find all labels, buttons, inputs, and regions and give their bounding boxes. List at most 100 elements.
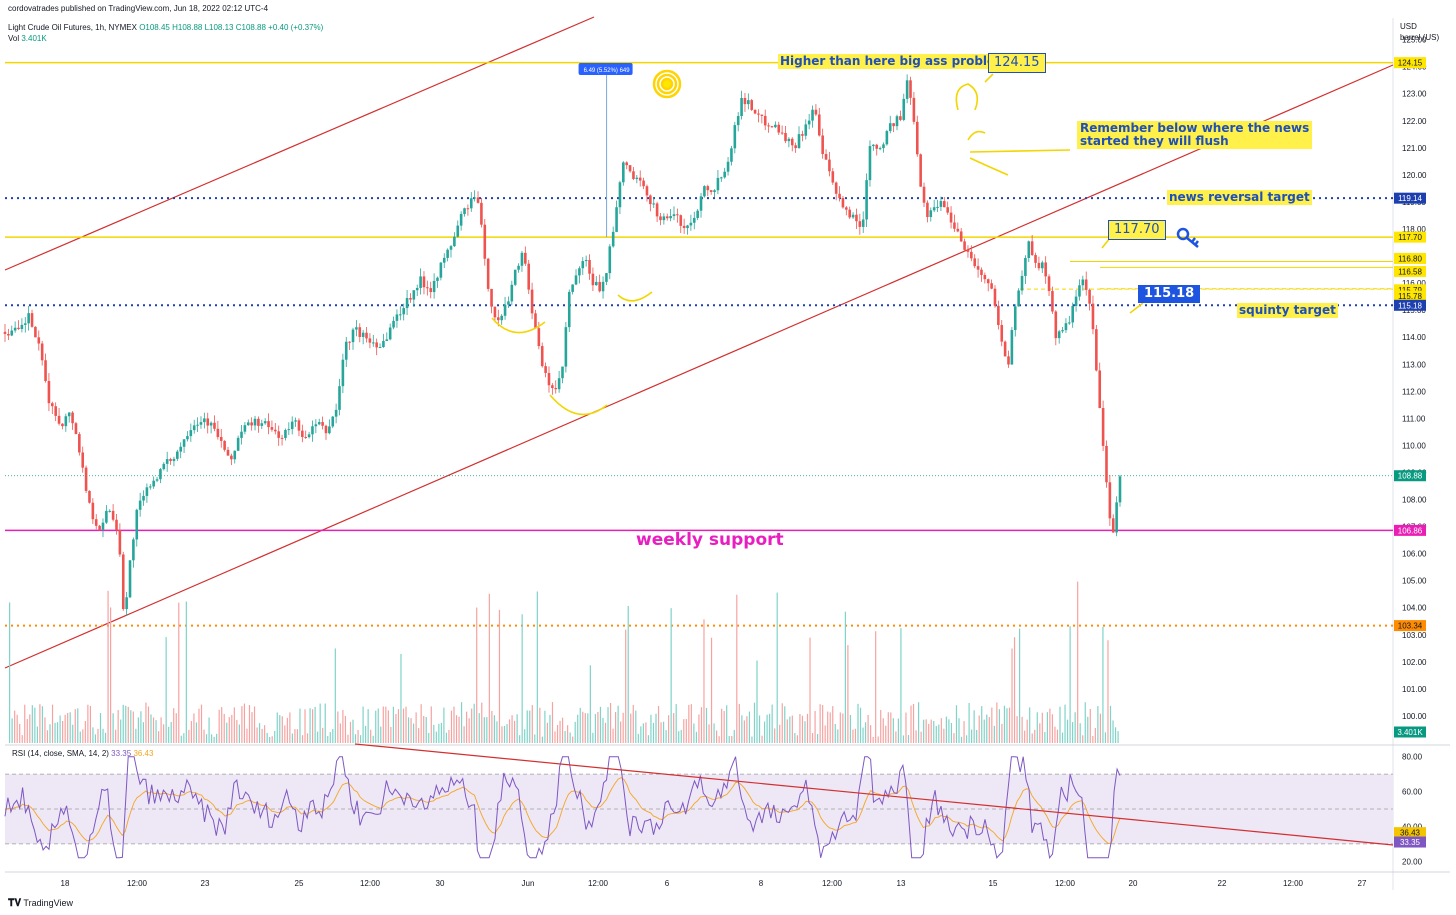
volume-bar [877, 736, 879, 743]
volume-bar [837, 729, 839, 743]
volume-bar [536, 591, 538, 743]
volume-bar [572, 736, 574, 743]
volume-bar [968, 703, 970, 743]
annotation-squinty-target[interactable]: squinty target [1237, 303, 1338, 319]
volume-bar [1051, 714, 1054, 743]
x-tick-label: 12:00 [1283, 879, 1304, 888]
annotation-news-reversal-target[interactable]: news reversal target [1167, 190, 1312, 206]
footer-brand[interactable]: 𝐓𝐕 TradingView [8, 898, 73, 909]
volume-bar [597, 711, 599, 743]
volume-bar [743, 720, 745, 743]
candle-body [132, 539, 135, 561]
volume-bar [971, 729, 973, 743]
callout-117-70[interactable]: 117.70 [1108, 220, 1166, 241]
volume-bar [460, 702, 463, 743]
candle-body [723, 171, 726, 178]
candle-body [1010, 330, 1014, 365]
volume-bar [157, 731, 160, 743]
volume-bar [216, 733, 218, 743]
candle-body [537, 328, 541, 347]
volume-bar [534, 734, 536, 743]
candle-body [57, 415, 61, 424]
volume-bar [794, 733, 796, 743]
volume-bar [317, 731, 319, 743]
volume-bar [372, 735, 374, 743]
candle-body [814, 109, 818, 115]
annotation-stroke [984, 73, 994, 83]
annotation-weekly-support[interactable]: weekly support [636, 530, 784, 550]
volume-bar [698, 714, 700, 743]
volume-bar [511, 715, 513, 743]
candle-body [1027, 241, 1031, 259]
volume-bar [183, 733, 185, 743]
candle-body [71, 412, 74, 424]
volume-bar [34, 707, 36, 743]
volume-bar [769, 713, 771, 743]
price-label-box [1394, 524, 1426, 536]
volume-bar [226, 722, 228, 743]
candle-body [811, 109, 814, 121]
candle-body [415, 287, 419, 291]
annotation-news-flush[interactable]: Remember below where the news started th… [1077, 121, 1313, 150]
candle-body [351, 329, 355, 343]
callout-115-18[interactable]: 115.18 [1138, 285, 1201, 304]
volume-bar [433, 724, 435, 743]
volume-bar [97, 728, 99, 743]
volume-bar [905, 712, 907, 743]
volume-bar [933, 721, 935, 743]
volume-bar [519, 735, 521, 743]
volume-bar [16, 714, 18, 743]
candle-body [476, 197, 480, 203]
candle-body [655, 203, 659, 217]
volume-bar [915, 730, 917, 743]
rsi-value-box [1394, 836, 1426, 848]
volume-bar [130, 710, 132, 743]
volume-bar [678, 731, 680, 743]
volume-bar [180, 735, 182, 743]
candle-body [845, 207, 848, 210]
volume-bar [155, 720, 157, 743]
volume-bar [483, 717, 485, 743]
candle-body [774, 124, 777, 128]
candle-body [530, 289, 534, 314]
candle-body [121, 554, 125, 610]
rsi-value-box [1394, 827, 1426, 839]
volume-bar [425, 717, 427, 743]
volume-bar [92, 727, 94, 743]
volume-bar [175, 713, 177, 743]
volume-bar [312, 709, 314, 743]
volume-bar [84, 721, 86, 743]
volume-bar [584, 713, 586, 743]
volume-bar [418, 728, 420, 743]
candle-body [317, 422, 321, 425]
candle-body [561, 366, 564, 379]
annotation-stroke [969, 149, 1071, 153]
candle-body [331, 416, 335, 427]
volume-bar [779, 724, 781, 743]
candle-body [841, 198, 845, 208]
candle-body [453, 236, 456, 247]
y-tick-label: 120.00 [1402, 171, 1427, 180]
candle-body [328, 426, 331, 434]
candle-body [1061, 330, 1064, 332]
y-tick-label: 122.00 [1402, 117, 1427, 126]
candle-body [314, 424, 318, 427]
candle-body [540, 346, 544, 367]
volume-bar [738, 703, 740, 743]
volume-bar [978, 715, 980, 743]
candle-body [473, 197, 476, 199]
candle-body [429, 288, 433, 293]
candle-body [490, 288, 493, 307]
candle-body [67, 412, 71, 417]
volume-bar [1077, 581, 1079, 743]
volume-bar [79, 731, 81, 743]
candle-body [605, 273, 608, 282]
volume-bar [526, 710, 528, 743]
volume-bar [428, 732, 430, 743]
candle-body [1037, 262, 1041, 269]
annotation-big-problem[interactable]: Higher than here big ass problem [778, 54, 1010, 70]
callout-124-15[interactable]: 124.15 [988, 53, 1046, 74]
volume-bar [685, 718, 687, 743]
bullseye-icon [660, 77, 674, 91]
